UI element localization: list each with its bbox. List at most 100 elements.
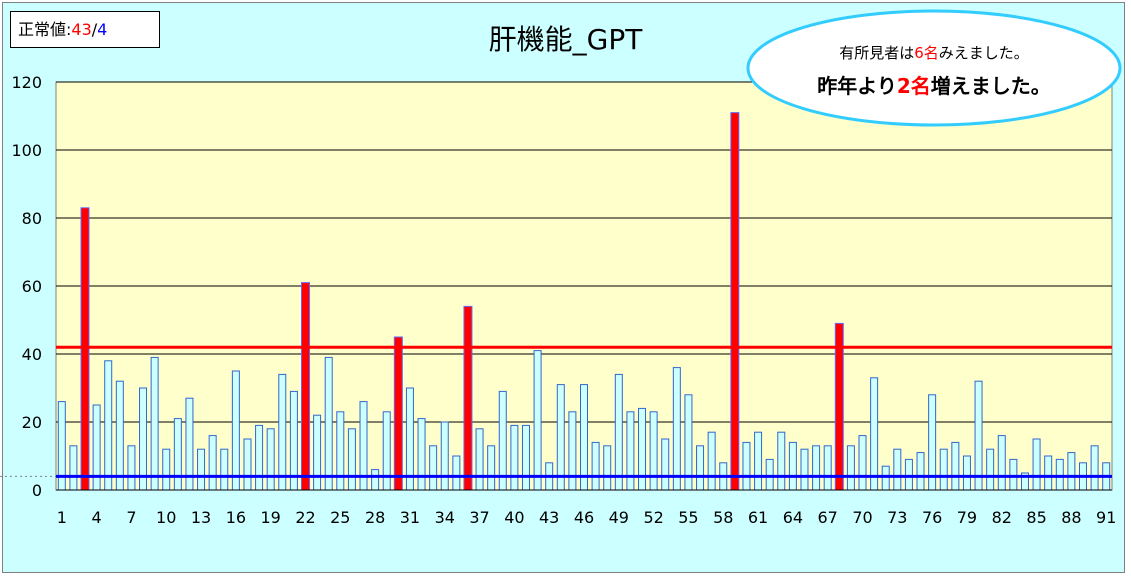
bar	[754, 431, 763, 491]
bar	[69, 445, 78, 491]
bar-abnormal	[80, 207, 90, 491]
bar	[1044, 455, 1053, 491]
x-tick-label: 85	[1026, 508, 1046, 527]
x-tick-label: 16	[226, 508, 246, 527]
x-tick-label: 22	[295, 508, 315, 527]
x-tick-label: 1	[57, 508, 67, 527]
bar	[696, 445, 705, 491]
bar	[962, 455, 971, 491]
bar	[371, 469, 380, 491]
x-tick-label: 10	[156, 508, 176, 527]
bar	[1032, 438, 1041, 491]
bar	[1009, 458, 1018, 491]
x-tick-label: 25	[330, 508, 350, 527]
bar	[1090, 445, 1099, 491]
y-tick-label: 0	[32, 481, 42, 500]
normal-range-box: 正常値:43/4	[10, 11, 160, 48]
bar	[440, 421, 449, 491]
bar	[916, 452, 925, 491]
x-tick-label: 7	[126, 508, 136, 527]
bar	[139, 387, 148, 491]
bar	[742, 441, 751, 491]
x-tick-label: 76	[922, 508, 942, 527]
bar	[672, 367, 681, 491]
bar	[580, 384, 588, 491]
callout-increase: 2名	[896, 74, 931, 98]
bar	[603, 445, 612, 491]
bar	[324, 356, 333, 491]
x-axis: 1 4 7 10 13 16 19 22 25 28 31 34 37 40 43 46 49 52 55 58 61 6…	[57, 508, 1117, 527]
bar	[243, 438, 252, 491]
bar	[881, 465, 890, 491]
callout-bubble: 有所見者は6名みえました。 昨年より2名増えました。	[745, 8, 1123, 128]
x-tick-label: 46	[574, 508, 594, 527]
normal-range-separator: /	[91, 20, 98, 39]
bar	[115, 380, 124, 491]
bar	[800, 448, 809, 491]
x-tick-label: 79	[957, 508, 977, 527]
bar	[104, 360, 113, 491]
x-tick-label: 55	[678, 508, 698, 527]
y-tick-label: 100	[11, 141, 42, 160]
bar	[521, 424, 530, 491]
bar	[707, 431, 716, 491]
bar	[649, 411, 658, 491]
callout-text-2b: 増えました。	[930, 74, 1051, 98]
bar	[417, 418, 426, 491]
bar	[127, 445, 136, 491]
bar	[150, 356, 159, 491]
bar	[846, 445, 855, 491]
bar	[255, 424, 264, 491]
bar	[870, 377, 879, 491]
bar	[347, 428, 356, 491]
bar	[533, 350, 542, 491]
x-tick-label: 43	[539, 508, 559, 527]
bar	[823, 445, 832, 491]
bar	[788, 441, 797, 491]
x-tick-label: 91	[1096, 508, 1116, 527]
bar	[382, 411, 391, 491]
x-tick-label: 13	[191, 508, 211, 527]
bar	[904, 458, 913, 491]
bar	[893, 448, 902, 491]
bar-abnormal	[393, 336, 403, 491]
bar	[452, 455, 461, 491]
x-tick-label: 37	[469, 508, 489, 527]
callout-text-1a: 有所見者は	[839, 44, 915, 62]
bar	[939, 448, 948, 491]
x-tick-label: 28	[365, 508, 385, 527]
bar	[986, 448, 995, 491]
x-tick-label: 70	[852, 508, 872, 527]
bar	[1067, 452, 1076, 491]
x-tick-label: 64	[783, 508, 803, 527]
bar	[162, 448, 171, 491]
bar	[336, 411, 345, 491]
x-tick-label: 19	[261, 508, 281, 527]
bar	[405, 387, 414, 491]
bar	[997, 435, 1006, 491]
normal-range-upper: 43	[71, 20, 92, 39]
bars	[57, 112, 1111, 491]
bar	[951, 441, 960, 491]
x-tick-label: 34	[435, 508, 455, 527]
y-axis: 0 20 40 60 80 100 120	[11, 73, 1112, 500]
x-tick-label: 40	[504, 508, 524, 527]
bar	[475, 428, 484, 491]
x-tick-label: 52	[643, 508, 663, 527]
bar	[220, 448, 229, 491]
bar	[266, 428, 275, 491]
bar	[208, 435, 217, 491]
bar	[429, 445, 438, 491]
bar-abnormal	[730, 112, 740, 491]
x-tick-label: 73	[887, 508, 907, 527]
bar	[197, 448, 206, 491]
bar	[231, 370, 240, 491]
callout-line-1: 有所見者は6名みえました。	[745, 42, 1123, 63]
bar	[568, 411, 577, 491]
normal-range-label: 正常値:	[18, 20, 72, 39]
bar	[591, 441, 600, 491]
x-tick-label: 31	[400, 508, 420, 527]
bar	[556, 384, 565, 491]
callout-count: 6名	[914, 44, 939, 62]
